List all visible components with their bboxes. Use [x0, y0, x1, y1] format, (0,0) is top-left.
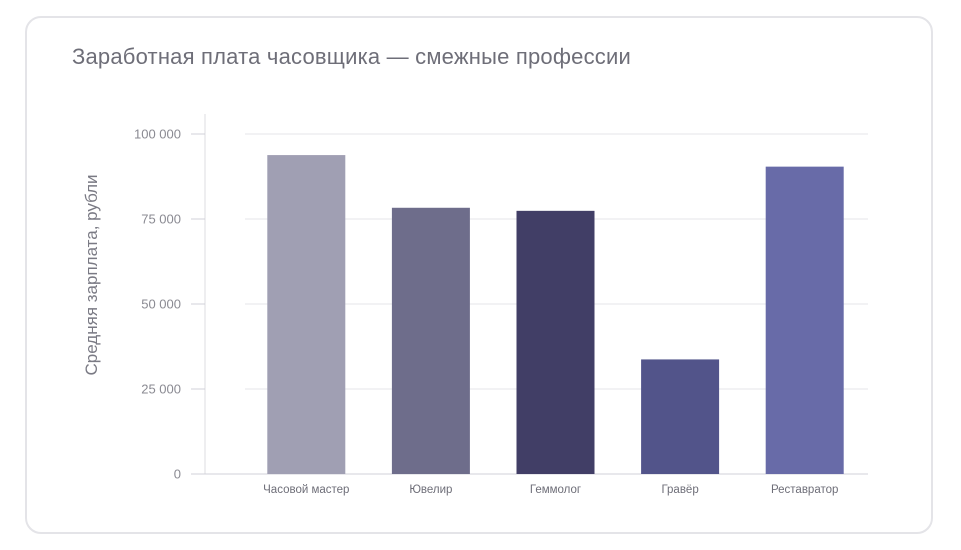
y-tick-label: 0 [174, 467, 181, 482]
x-tick-label: Реставратор [771, 484, 838, 496]
bar [641, 359, 720, 474]
bar [267, 155, 346, 474]
y-tick-label: 50 000 [141, 297, 181, 312]
x-tick-label: Гравёр [661, 484, 698, 496]
x-tick-label: Геммолог [530, 484, 581, 496]
bar [516, 210, 595, 474]
y-tick-label: 25 000 [141, 382, 181, 397]
x-tick-label: Ювелир [409, 484, 452, 496]
bar [391, 207, 470, 474]
bar [765, 166, 844, 474]
y-tick-label: 100 000 [134, 127, 181, 142]
x-tick-label: Часовой мастер [263, 484, 349, 496]
chart-title: Заработная плата часовщика — смежные про… [72, 44, 631, 69]
y-tick-label: 75 000 [141, 212, 181, 227]
